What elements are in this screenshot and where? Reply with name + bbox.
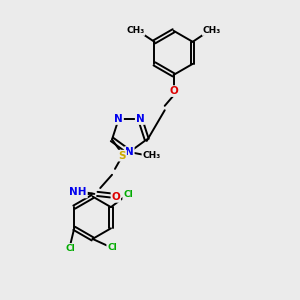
Text: O: O: [169, 86, 178, 96]
Text: N: N: [136, 114, 145, 124]
Text: NH: NH: [69, 188, 87, 197]
Text: N: N: [114, 114, 123, 124]
Text: O: O: [112, 192, 120, 202]
Text: CH₃: CH₃: [142, 151, 160, 160]
Text: S: S: [118, 151, 126, 160]
Text: CH₃: CH₃: [203, 26, 221, 35]
Text: Cl: Cl: [107, 243, 117, 252]
Text: Cl: Cl: [66, 244, 76, 253]
Text: Cl: Cl: [123, 190, 133, 199]
Text: N: N: [125, 147, 134, 157]
Text: CH₃: CH₃: [126, 26, 144, 35]
